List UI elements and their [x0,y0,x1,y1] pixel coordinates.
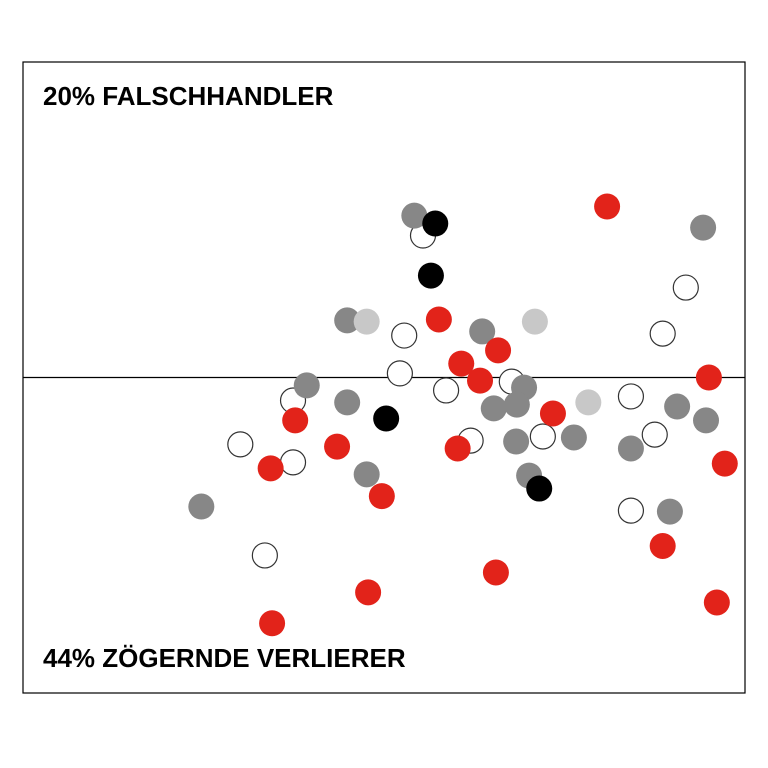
point [353,461,380,488]
point [560,424,587,451]
point [368,483,395,510]
point [425,306,452,333]
point [355,579,382,606]
point [503,391,530,418]
point [259,610,286,637]
point [703,589,730,616]
point [526,475,553,502]
point [282,407,309,434]
point [188,493,215,520]
point [448,350,475,377]
point [594,193,621,220]
point [664,393,691,420]
point [617,435,644,462]
point [649,532,676,559]
point [353,308,380,335]
point [467,367,494,394]
point [444,435,471,462]
point [617,497,645,524]
point [293,372,320,399]
point [529,423,556,450]
point [575,389,602,416]
point [334,389,361,416]
point [521,308,548,335]
point [539,400,566,427]
point [324,433,351,460]
point [641,421,668,448]
point [257,455,284,482]
point [386,360,413,387]
annotation: 44% ZÖGERNDE VERLIERER [43,643,406,673]
point [334,307,361,334]
annotation: 20% FALSCHHANDLER [43,81,334,111]
point [649,320,676,347]
point [279,449,307,476]
point [695,364,722,391]
point [693,407,720,434]
point [711,450,738,477]
point [469,318,496,345]
point [503,428,530,455]
marks [23,193,745,637]
point [391,322,418,349]
point [432,377,460,404]
point [401,202,428,229]
point [656,498,683,525]
point [422,210,449,237]
point [485,337,512,364]
point [227,431,254,458]
point [480,395,507,422]
point [373,405,400,432]
point [417,262,444,289]
point [617,383,645,410]
point [482,559,509,586]
point [690,214,717,241]
point [672,274,699,301]
point [251,542,278,569]
